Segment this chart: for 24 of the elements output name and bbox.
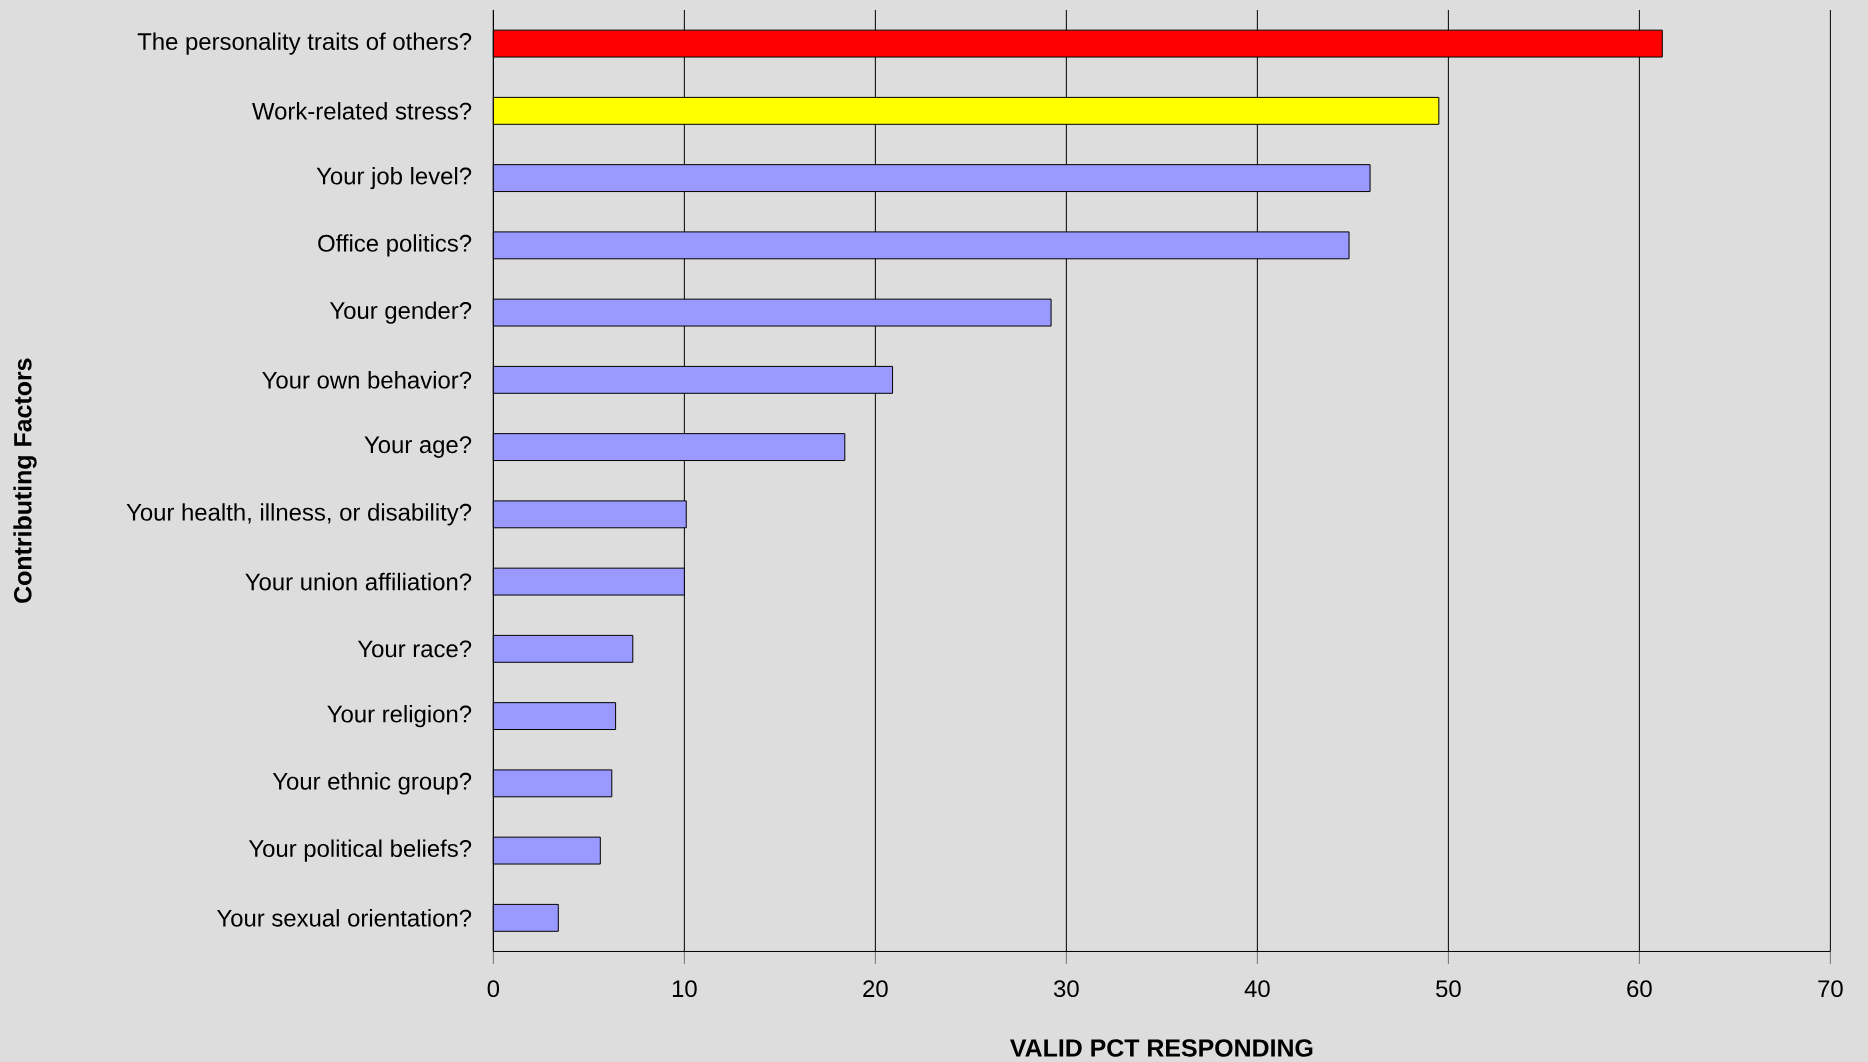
y-tick-label: Your gender? xyxy=(329,301,472,324)
y-tick-label: Your political beliefs? xyxy=(248,839,472,862)
y-tick-label: Your religion? xyxy=(327,704,472,728)
x-tick-label: 20 xyxy=(863,980,888,998)
y-tick-label: Your job level? xyxy=(316,166,472,190)
x-tick-label: 60 xyxy=(1627,980,1652,998)
x-tick-label: 50 xyxy=(1436,980,1461,998)
y-tick-label: Office politics? xyxy=(318,234,472,257)
x-tick-label: 30 xyxy=(1053,980,1079,998)
y-tick-label: Your race? xyxy=(357,640,472,658)
y-tick-label: The personality traits of others? xyxy=(137,32,472,55)
y-tick-label: Your ethnic group? xyxy=(272,772,472,795)
x-tick-label: 40 xyxy=(1244,980,1270,998)
y-tick-label: Work-related stress? xyxy=(252,102,472,120)
y-tick-label: Your sexual orientation? xyxy=(216,909,472,927)
y-tick-label: Your own behavior? xyxy=(262,371,472,389)
x-tick-label: 70 xyxy=(1818,980,1843,998)
x-tick-label: 10 xyxy=(672,980,697,998)
y-axis-title: Contributing Factors xyxy=(13,358,37,603)
x-tick-label: 0 xyxy=(487,980,500,998)
y-tick-label: Your union affiliation? xyxy=(245,572,472,591)
y-tick-label: Your age? xyxy=(364,436,472,458)
x-axis-title: VALID PCT RESPONDING xyxy=(1010,1039,1313,1057)
y-tick-label: Your health, illness, or disability? xyxy=(126,503,472,526)
